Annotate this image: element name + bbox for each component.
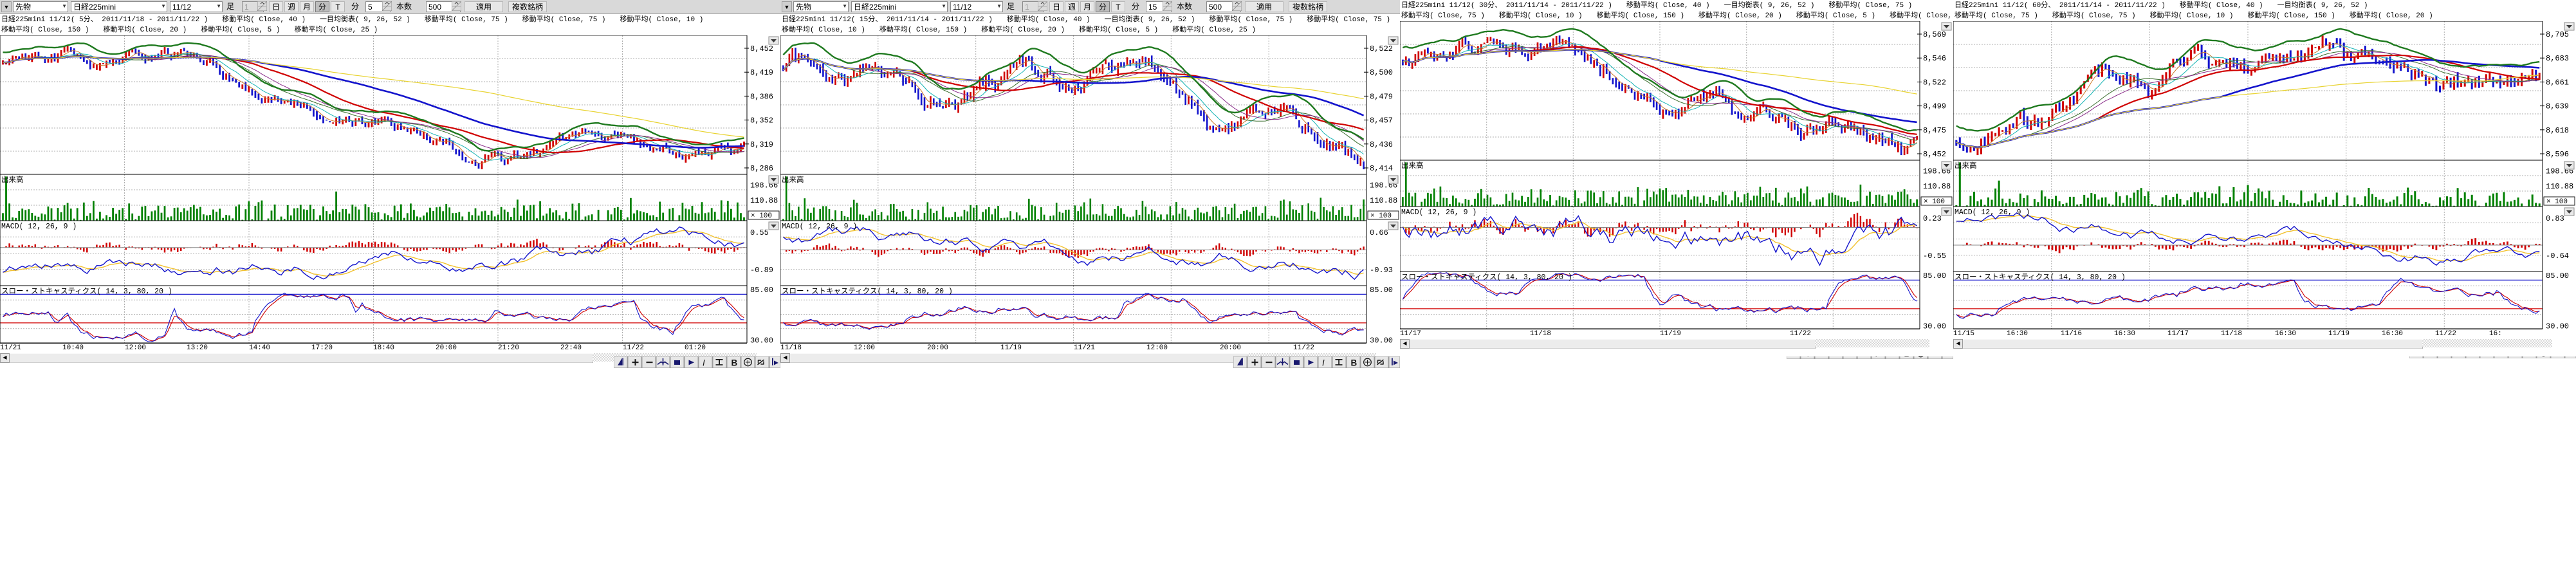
- svg-text:-0.55: -0.55: [1923, 252, 1946, 261]
- svg-text:0.83: 0.83: [2546, 214, 2564, 223]
- svg-text:スロー・ストキャスティクス( 14, 3, 80, 20 ): スロー・ストキャスティクス( 14, 3, 80, 20 ): [782, 287, 953, 296]
- svg-text:110.88: 110.88: [1370, 196, 1397, 205]
- svg-text:8,569: 8,569: [1923, 30, 1946, 39]
- svg-text:MACD( 12, 26, 9 ): MACD( 12, 26, 9 ): [1, 223, 77, 231]
- svg-text:8,419: 8,419: [750, 68, 773, 77]
- svg-text:85.00: 85.00: [750, 286, 773, 295]
- svg-text:110.88: 110.88: [750, 196, 778, 205]
- svg-text:出来高: 出来高: [1401, 161, 1424, 170]
- svg-text:110.88: 110.88: [2546, 182, 2573, 191]
- svg-text:8,457: 8,457: [1370, 116, 1393, 125]
- svg-text:スロー・ストキャスティクス( 14, 3, 80, 20 ): スロー・ストキャスティクス( 14, 3, 80, 20 ): [1401, 273, 1572, 282]
- svg-text:85.00: 85.00: [1923, 271, 1946, 280]
- svg-text:I: I: [2498, 356, 2501, 358]
- svg-text:B: B: [1904, 356, 1911, 359]
- svg-text:0.66: 0.66: [1370, 228, 1388, 237]
- svg-text:8,522: 8,522: [1923, 78, 1946, 87]
- svg-text:出来高: 出来高: [1955, 161, 1977, 170]
- svg-text:8,618: 8,618: [2546, 126, 2569, 135]
- svg-text:8,479: 8,479: [1370, 92, 1393, 101]
- svg-text:× 100: × 100: [751, 212, 772, 220]
- svg-text:× 100: × 100: [1924, 198, 1945, 206]
- svg-text:8,452: 8,452: [1923, 150, 1946, 159]
- svg-text:30.00: 30.00: [2546, 322, 2569, 329]
- svg-text:8,452: 8,452: [750, 44, 773, 53]
- svg-text:I: I: [1875, 356, 1878, 359]
- svg-text:85.00: 85.00: [1370, 286, 1393, 295]
- svg-text:8,683: 8,683: [2546, 54, 2569, 63]
- svg-text:8,500: 8,500: [1370, 68, 1393, 77]
- svg-text:8,386: 8,386: [750, 92, 773, 101]
- svg-text:MACD( 12, 26, 9 ): MACD( 12, 26, 9 ): [1955, 208, 2030, 217]
- svg-text:30.00: 30.00: [750, 336, 773, 344]
- svg-text:0.55: 0.55: [750, 228, 769, 237]
- svg-text:8,522: 8,522: [1370, 44, 1393, 53]
- svg-text:MACD( 12, 26, 9 ): MACD( 12, 26, 9 ): [1401, 208, 1477, 217]
- svg-text:8,596: 8,596: [2546, 150, 2569, 159]
- svg-text:8,546: 8,546: [1923, 54, 1946, 63]
- svg-text:× 100: × 100: [1370, 212, 1392, 220]
- svg-text:B: B: [2527, 356, 2534, 358]
- svg-text:-0.89: -0.89: [750, 266, 773, 275]
- svg-text:出来高: 出来高: [782, 175, 804, 185]
- svg-text:8,705: 8,705: [2546, 30, 2569, 39]
- svg-text:MACD( 12, 26, 9 ): MACD( 12, 26, 9 ): [782, 223, 857, 231]
- svg-text:8,661: 8,661: [2546, 78, 2569, 87]
- svg-text:× 100: × 100: [2546, 198, 2568, 206]
- svg-text:8,475: 8,475: [1923, 126, 1946, 135]
- svg-text:B: B: [731, 358, 738, 368]
- svg-text:8,286: 8,286: [750, 164, 773, 173]
- svg-text:8,436: 8,436: [1370, 140, 1393, 149]
- svg-text:出来高: 出来高: [1, 175, 24, 185]
- svg-text:8,352: 8,352: [750, 116, 773, 125]
- svg-text:I: I: [1322, 358, 1325, 368]
- svg-text:I: I: [703, 358, 705, 368]
- svg-text:スロー・ストキャスティクス( 14, 3, 80, 20 ): スロー・ストキャスティクス( 14, 3, 80, 20 ): [1, 287, 172, 296]
- svg-text:-0.64: -0.64: [2546, 252, 2569, 261]
- svg-text:8,639: 8,639: [2546, 102, 2569, 111]
- svg-text:8,499: 8,499: [1923, 102, 1946, 111]
- svg-text:30.00: 30.00: [1923, 322, 1946, 329]
- svg-text:85.00: 85.00: [2546, 271, 2569, 280]
- svg-text:B: B: [1351, 358, 1357, 368]
- svg-text:30.00: 30.00: [1370, 336, 1393, 344]
- svg-text:110.88: 110.88: [1923, 182, 1951, 191]
- svg-text:8,319: 8,319: [750, 140, 773, 149]
- svg-text:0.23: 0.23: [1923, 214, 1942, 223]
- svg-text:-0.93: -0.93: [1370, 266, 1393, 275]
- svg-text:8,414: 8,414: [1370, 164, 1393, 173]
- svg-text:スロー・ストキャスティクス( 14, 3, 80, 20 ): スロー・ストキャスティクス( 14, 3, 80, 20 ): [1955, 273, 2126, 282]
